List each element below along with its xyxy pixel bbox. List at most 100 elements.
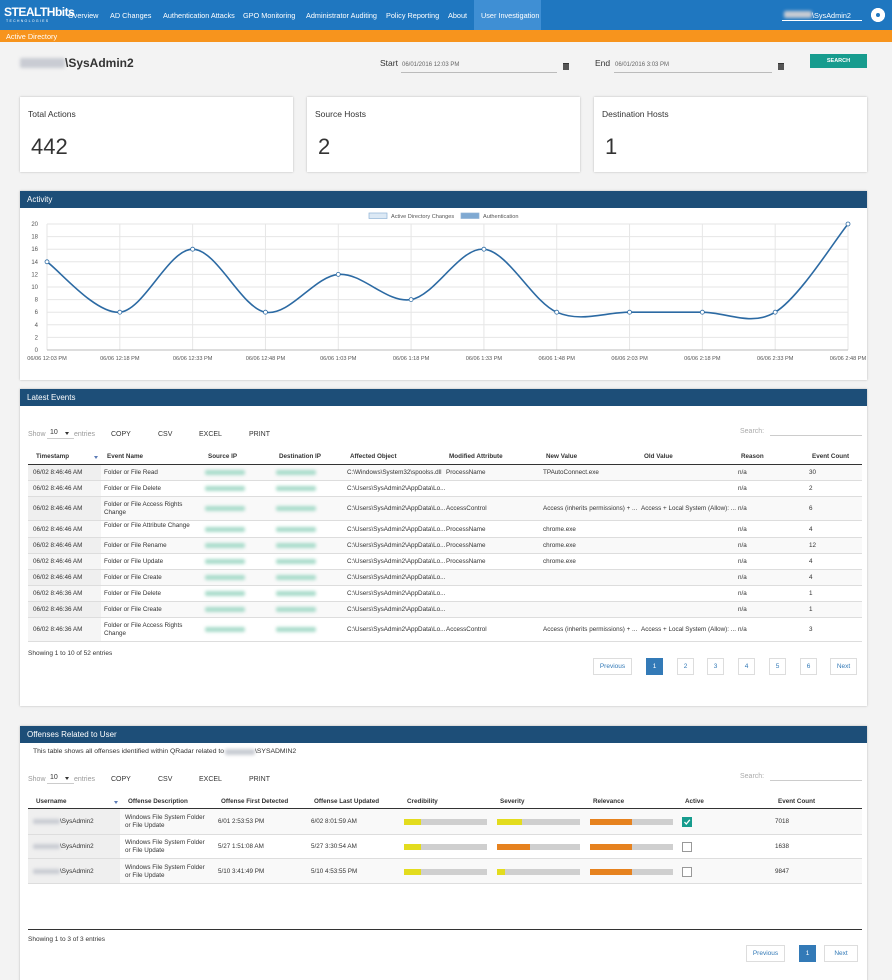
table-cell: Windows File System Folder or File Updat…	[125, 839, 205, 854]
nav-item[interactable]: Policy Reporting	[386, 11, 440, 20]
export-button[interactable]: PRINT	[249, 776, 270, 783]
page-button[interactable]: Previous	[593, 658, 632, 675]
nav-item[interactable]: Administrator Auditing	[306, 11, 377, 20]
nav-user-underline	[782, 20, 862, 21]
search-input[interactable]	[770, 780, 862, 781]
column-header: Offense Description	[128, 798, 188, 805]
table-cell: \SysAdmin2	[60, 818, 94, 825]
table-cell: 4	[809, 574, 813, 581]
page-button[interactable]: 1	[799, 945, 816, 962]
export-button[interactable]: PRINT	[249, 431, 270, 438]
table-cell: 30	[809, 469, 817, 476]
end-calendar[interactable]	[778, 63, 784, 70]
nav-bar	[0, 0, 892, 30]
table-cell: Windows File System Folder or File Updat…	[125, 863, 205, 879]
level-bar	[590, 868, 632, 875]
nav-item[interactable]: Authentication Attacks	[163, 11, 235, 20]
page-button[interactable]: 5	[769, 658, 786, 675]
table-cell: ProcessName	[446, 525, 486, 533]
export-button[interactable]: CSV	[158, 431, 173, 438]
page-button[interactable]: 2	[677, 658, 694, 675]
select-caret	[65, 432, 69, 435]
stat-card: Destination Hosts 1	[594, 97, 867, 172]
table-cell: C:\Windows\System32\spoolss.dll	[347, 469, 442, 476]
table-cell: Folder or File Update	[104, 558, 164, 565]
nav-user[interactable]: \SysAdmin2	[812, 11, 851, 20]
nav-item[interactable]: GPO Monitoring	[243, 11, 296, 20]
page-button[interactable]: 3	[707, 658, 724, 675]
table-cell: 3	[809, 626, 813, 633]
sorted-cell-bg	[28, 554, 101, 569]
panel-title: Offenses Related to User	[27, 730, 117, 739]
table-row	[28, 602, 862, 618]
export-button[interactable]: COPY	[111, 431, 131, 438]
column-header: Old Value	[644, 453, 673, 460]
stat-label: Destination Hosts	[602, 109, 669, 119]
length-select[interactable]: 10	[47, 774, 74, 784]
column-header: Affected Object	[350, 453, 397, 460]
blurred-ip	[205, 607, 245, 612]
table-cell: C:\Users\SysAdmin2\AppData\Lo...	[347, 525, 446, 533]
table-cell: 9847	[775, 867, 790, 875]
column-header: Destination IP	[279, 453, 321, 460]
nav-item[interactable]: AD Changes	[110, 11, 152, 20]
export-button[interactable]: EXCEL	[199, 431, 222, 438]
sorted-cell-bg	[28, 835, 120, 858]
table-cell: 06/02 8:46:46 AM	[33, 558, 83, 565]
blurred-ip	[205, 575, 245, 580]
table-cell: Folder or File Delete	[104, 485, 162, 492]
search-input[interactable]	[770, 435, 862, 436]
export-button[interactable]: EXCEL	[199, 776, 222, 783]
page-button[interactable]: Next	[824, 945, 858, 962]
search-label: Search:	[740, 773, 765, 780]
end-value[interactable]: 06/01/2016 3:03 PM	[615, 62, 670, 68]
nav-item[interactable]: User Investigation	[481, 11, 540, 20]
length-select[interactable]: 10	[47, 429, 74, 439]
panel	[20, 191, 867, 380]
page-button[interactable]: 6	[800, 658, 817, 675]
column-header: Severity	[500, 798, 525, 805]
export-button[interactable]: CSV	[158, 776, 173, 783]
table-cell: Folder or File Create	[104, 574, 162, 581]
nav-item[interactable]: Overview	[68, 11, 99, 20]
level-bar	[497, 844, 531, 850]
level-bar-track	[590, 819, 673, 825]
table-row	[28, 481, 862, 497]
table-cell: AccessControl	[446, 505, 487, 512]
table-cell: Folder or File Create	[104, 606, 162, 613]
length-suffix: entries	[74, 431, 96, 438]
active-checkbox[interactable]	[682, 842, 692, 852]
column-header: Username	[36, 798, 67, 805]
start-calendar[interactable]	[563, 63, 569, 70]
table-cell: n/a	[738, 574, 747, 581]
table-cell: n/a	[738, 485, 747, 492]
stat-value: 1	[605, 134, 618, 159]
blurred-ip	[205, 526, 245, 532]
settings-icon[interactable]	[871, 8, 885, 22]
table-cell: Access + Local System (Allow): ...	[641, 626, 737, 633]
table-cell: 7018	[775, 818, 790, 825]
user-blur	[20, 58, 65, 68]
export-button[interactable]: COPY	[111, 776, 131, 783]
table-cell: TPAutoConnect.exe	[543, 469, 599, 476]
start-value[interactable]: 06/01/2016 12:03 PM	[402, 62, 460, 68]
blurred-ip	[276, 575, 316, 580]
search-button[interactable]: SEARCH	[810, 54, 867, 68]
user-blur	[33, 819, 60, 824]
table-cell: n/a	[738, 590, 747, 597]
nav-item[interactable]: About	[448, 11, 468, 20]
page-button[interactable]: Next	[830, 658, 857, 675]
column-header: Active	[685, 798, 704, 805]
page-button[interactable]: Previous	[746, 945, 785, 962]
panel-header: Activity	[20, 191, 867, 208]
table-cell: 6	[809, 505, 813, 512]
table-cell: n/a	[738, 505, 747, 512]
active-checkbox[interactable]	[682, 817, 692, 827]
table-cell: 06/02 8:46:46 AM	[33, 469, 83, 476]
table-cell: n/a	[738, 558, 747, 565]
page-button[interactable]: 1	[646, 658, 663, 675]
sorted-cell-bg	[28, 586, 101, 601]
active-checkbox[interactable]	[682, 866, 692, 877]
sorted-cell-bg	[28, 481, 101, 496]
page-button[interactable]: 4	[738, 658, 755, 675]
